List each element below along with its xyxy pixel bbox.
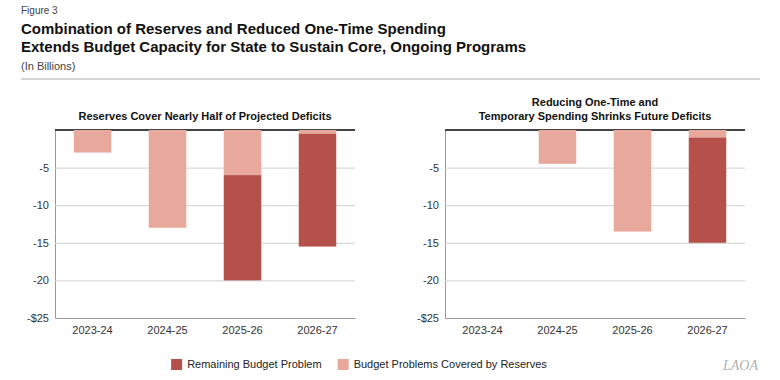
x-tick: 2024-25 bbox=[537, 318, 577, 336]
bar bbox=[299, 134, 337, 247]
bar bbox=[149, 130, 187, 131]
y-tick-label: -$25 bbox=[27, 312, 49, 324]
legend-item: Budget Problems Covered by Reserves bbox=[338, 358, 548, 370]
legend-label: Budget Problems Covered by Reserves bbox=[354, 358, 548, 370]
series bbox=[689, 138, 727, 243]
title: Extends Budget Capacity for State to Sus… bbox=[21, 38, 526, 55]
panel: Reducing One-Time and Temporary Spending … bbox=[417, 96, 746, 336]
bar bbox=[689, 130, 727, 138]
x-tick: 2025-26 bbox=[612, 318, 652, 336]
y-axis-line bbox=[445, 131, 446, 319]
x-tick: 2025-26 bbox=[222, 318, 262, 336]
bars bbox=[74, 130, 337, 280]
x-tick-label: 2025-26 bbox=[612, 324, 652, 336]
bar bbox=[689, 138, 727, 243]
x-axis: 2023-24 2024-25 2025-26 2026-27 bbox=[56, 318, 356, 336]
x-tick-label: 2023-24 bbox=[72, 324, 112, 336]
bar bbox=[224, 175, 262, 280]
x-tick-label: 2025-26 bbox=[222, 324, 262, 336]
subtitle: (In Billions) bbox=[21, 60, 75, 72]
figure-label: Figure 3 bbox=[21, 5, 58, 16]
y-tick: -20 bbox=[33, 274, 355, 286]
panel-title: Reserves Cover Nearly Half of Projected … bbox=[78, 110, 331, 122]
grid-line bbox=[445, 318, 745, 319]
series bbox=[74, 130, 337, 228]
bar bbox=[614, 130, 652, 232]
grid-line bbox=[55, 280, 355, 281]
bar bbox=[224, 130, 262, 175]
grid-line bbox=[445, 243, 745, 244]
y-tick-label: -5 bbox=[429, 162, 439, 174]
bars-clip bbox=[539, 130, 727, 243]
x-tick-label: 2026-27 bbox=[297, 324, 337, 336]
x-tick: 2023-24 bbox=[462, 318, 502, 336]
grid-line bbox=[445, 280, 745, 281]
series bbox=[224, 134, 337, 281]
y-tick-label: -10 bbox=[423, 199, 439, 211]
x-axis-line bbox=[56, 318, 356, 319]
chart-root: Figure 3 Combination of Reserves and Redu… bbox=[0, 0, 780, 380]
x-tick-label: 2024-25 bbox=[147, 324, 187, 336]
header-rule bbox=[21, 79, 760, 80]
panel-title-line: Reserves Cover Nearly Half of Projected … bbox=[78, 110, 331, 122]
y-tick-label: -15 bbox=[33, 237, 49, 249]
x-tick-label: 2023-24 bbox=[462, 324, 502, 336]
legend: Remaining Budget Problem Budget Problems … bbox=[171, 358, 547, 370]
x-axis: 2023-24 2024-25 2025-26 2026-27 bbox=[446, 318, 746, 336]
panel-title-line: Reducing One-Time and bbox=[532, 96, 658, 108]
x-tick: 2026-27 bbox=[687, 318, 727, 336]
y-axis: -5 -10 -15 -20 -$25 bbox=[27, 131, 355, 325]
x-axis-line bbox=[446, 318, 746, 319]
y-tick-label: -20 bbox=[33, 274, 49, 286]
x-tick: 2024-25 bbox=[147, 318, 187, 336]
bar bbox=[74, 130, 112, 131]
legend-item: Remaining Budget Problem bbox=[171, 358, 322, 370]
bar bbox=[539, 130, 577, 131]
legend-swatch bbox=[338, 359, 349, 370]
title: Combination of Reserves and Reduced One-… bbox=[21, 20, 446, 37]
y-tick-label: -$25 bbox=[417, 312, 439, 324]
y-tick-label: -20 bbox=[423, 274, 439, 286]
legend-swatch bbox=[171, 359, 182, 370]
y-tick-label: -15 bbox=[423, 237, 439, 249]
y-tick-label: -10 bbox=[33, 199, 49, 211]
x-tick-label: 2024-25 bbox=[537, 324, 577, 336]
y-tick: -$25 bbox=[27, 312, 355, 324]
grid-line bbox=[55, 318, 355, 319]
panel: Reserves Cover Nearly Half of Projected … bbox=[27, 110, 356, 336]
bar bbox=[149, 130, 187, 228]
x-tick: 2026-27 bbox=[297, 318, 337, 336]
panel-title: Reducing One-Time and Temporary Spending … bbox=[479, 96, 712, 122]
bars bbox=[539, 130, 727, 243]
bar bbox=[614, 130, 652, 131]
bar bbox=[299, 130, 337, 134]
x-tick: 2023-24 bbox=[72, 318, 112, 336]
bar bbox=[539, 130, 577, 164]
legend-label: Remaining Budget Problem bbox=[187, 358, 322, 370]
bar bbox=[464, 130, 502, 131]
bars-clip bbox=[74, 130, 337, 280]
watermark: LAOA bbox=[722, 358, 758, 373]
y-tick: -20 bbox=[423, 274, 745, 286]
x-tick-label: 2026-27 bbox=[687, 324, 727, 336]
y-axis-line bbox=[55, 131, 56, 319]
bar bbox=[464, 130, 502, 131]
panel-title-line: Temporary Spending Shrinks Future Defici… bbox=[479, 110, 712, 122]
bar bbox=[74, 130, 112, 153]
y-tick: -$25 bbox=[417, 312, 745, 324]
y-tick-label: -5 bbox=[39, 162, 49, 174]
y-axis: -5 -10 -15 -20 -$25 bbox=[417, 131, 745, 325]
